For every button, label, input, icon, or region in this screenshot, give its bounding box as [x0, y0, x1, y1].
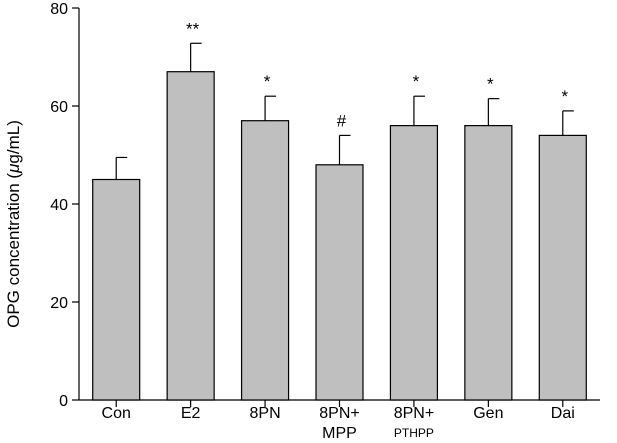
y-tick-label: 80 — [50, 1, 68, 18]
y-tick-label: 20 — [50, 295, 68, 312]
significance-mark: * — [413, 72, 420, 91]
significance-mark: ** — [186, 19, 200, 38]
category-label-line2: PTHPP — [394, 426, 434, 440]
category-label: 8PN+ — [394, 405, 434, 422]
error-bars — [115, 42, 574, 180]
category-label: Dai — [551, 405, 575, 422]
y-tick-label: 0 — [59, 393, 68, 410]
category-label: 8PN+ — [319, 405, 359, 422]
bar — [240, 120, 290, 401]
significance-marks: ***#* ** — [186, 19, 568, 130]
bar — [389, 124, 439, 401]
significance-mark: * — [561, 87, 568, 106]
bar — [92, 178, 141, 401]
category-label: 8PN — [250, 405, 281, 422]
category-label-line2: MPP — [322, 425, 357, 442]
bar — [166, 71, 215, 401]
category-label: Con — [102, 405, 131, 422]
significance-mark: * — [487, 75, 494, 94]
category-label: Gen — [473, 405, 503, 422]
bar — [315, 164, 364, 401]
bars — [92, 71, 587, 401]
significance-mark: * — [264, 72, 271, 91]
bar — [464, 124, 513, 401]
y-axis: 0 20 40 60 80 — [50, 1, 80, 410]
significance-mark: # — [337, 111, 347, 130]
category-labels: Con E2 8PN 8PN+ MPP 8PN+ PTHPP Gen Dai — [102, 405, 575, 442]
y-axis-label: OPG concentration (μg/mL) — [4, 120, 23, 328]
bar — [538, 134, 587, 401]
y-tick-label: 40 — [50, 197, 68, 214]
y-tick-label: 60 — [50, 99, 68, 116]
category-label: E2 — [181, 405, 201, 422]
